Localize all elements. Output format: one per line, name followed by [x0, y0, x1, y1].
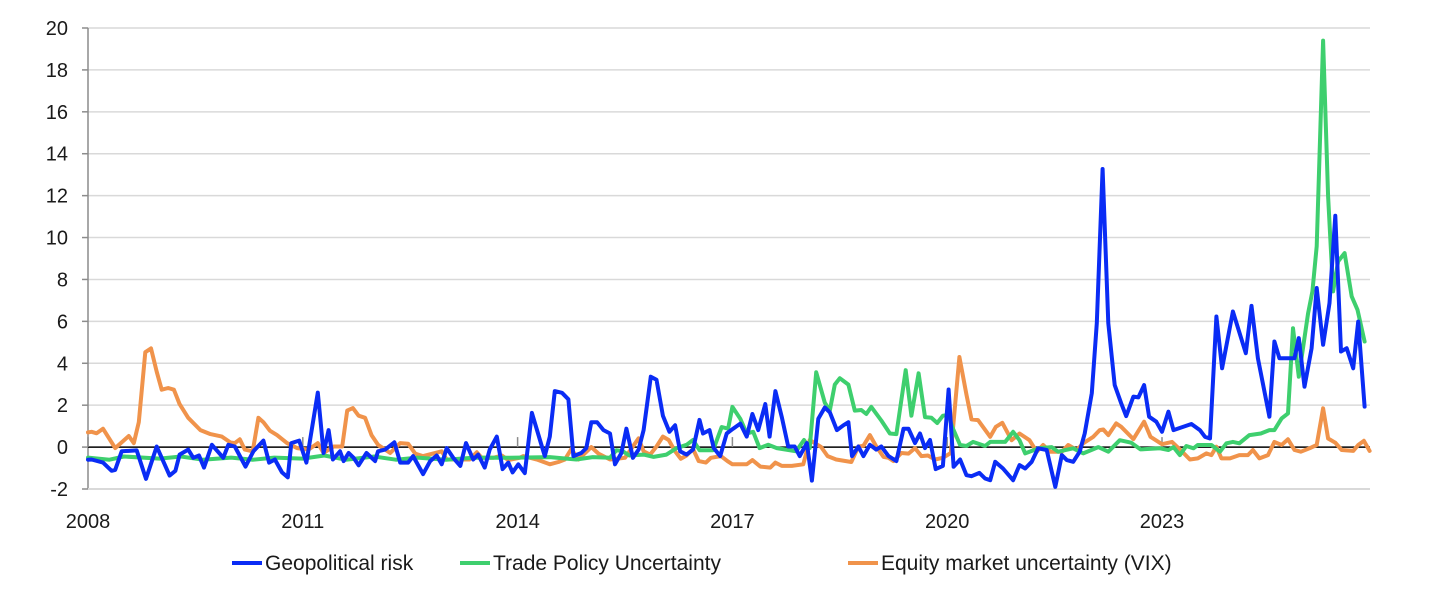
axes	[82, 27, 1370, 490]
y-tick-label: 4	[57, 353, 68, 375]
y-tick-label: 18	[46, 60, 68, 82]
legend-label: Trade Policy Uncertainty	[493, 552, 721, 575]
y-tick-label: 2	[57, 395, 68, 417]
x-axis-tick-labels: 2008 2011 2014 2017 2020 2023	[66, 511, 1185, 533]
gridlines	[88, 27, 1370, 406]
y-tick-label: 12	[46, 186, 68, 208]
legend: Geopolitical risk Trade Policy Uncertaint…	[232, 552, 1172, 575]
y-tick-label: 10	[46, 228, 68, 250]
y-tick-label: -2	[50, 479, 68, 501]
y-tick-label: 0	[57, 437, 68, 459]
x-tick-label: 2020	[925, 511, 970, 533]
y-tick-label: 16	[46, 102, 68, 124]
series-lines	[86, 38, 1372, 489]
x-tick-label: 2008	[66, 511, 111, 533]
series-line-geopolitical-risk	[86, 167, 1367, 489]
x-tick-label: 2023	[1140, 511, 1185, 533]
legend-item: Trade Policy Uncertainty	[460, 552, 721, 575]
series-line-trade-policy-uncertainty	[86, 38, 1367, 462]
x-tick-label: 2011	[281, 511, 324, 533]
legend-label: Equity market uncertainty (VIX)	[881, 552, 1172, 575]
x-tick-label: 2014	[495, 511, 540, 533]
y-tick-label: 14	[46, 144, 68, 166]
legend-label: Geopolitical risk	[265, 552, 414, 575]
y-tick-label: 20	[46, 18, 68, 40]
y-axis-tick-labels: -2 0 2 4 6 8 10 12 14 16 18 20	[46, 18, 68, 501]
y-tick-label: 8	[57, 269, 68, 291]
legend-item: Geopolitical risk	[232, 552, 414, 575]
y-tick-label: 6	[57, 311, 68, 333]
legend-item: Equity market uncertainty (VIX)	[848, 552, 1172, 575]
x-tick-label: 2017	[710, 511, 755, 533]
series-line-equity-market-uncertainty-vix	[86, 346, 1372, 470]
